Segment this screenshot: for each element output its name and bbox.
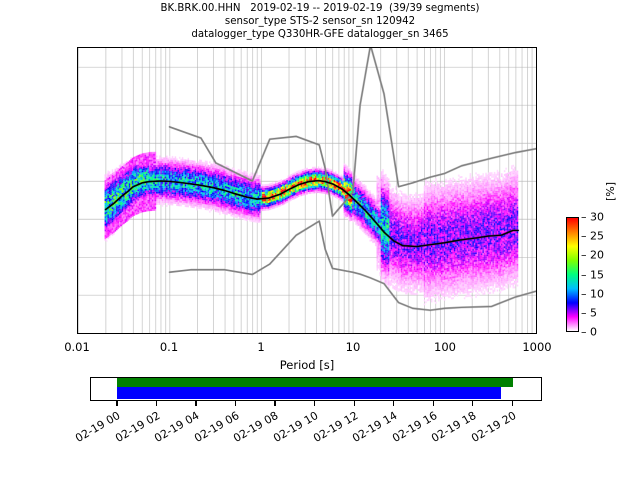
coverage-tick-mark <box>155 401 158 406</box>
x-tick-100: 100 <box>434 340 456 354</box>
coverage-tick-mark <box>432 401 434 406</box>
x-tick-1: 1 <box>257 340 265 354</box>
colorbar-tick-25: – 25 <box>581 229 604 243</box>
title-line-datalogger: datalogger_type Q330HR-GFE datalogger_sn… <box>191 29 449 41</box>
title-line-station: BK.BRK.00.HHN 2019-02-19 -- 2019-02-19 (… <box>160 3 480 14</box>
x-tick-10: 10 <box>345 340 361 354</box>
colorbar-tick-30: – 30 <box>581 210 604 224</box>
title-line-sensor: sensor_type STS-2 sensor_sn 120942 <box>224 16 416 28</box>
colorbar-tick-5: – 5 <box>581 306 597 320</box>
coverage-tick-mark <box>274 401 276 406</box>
colorbar <box>566 217 579 332</box>
coverage-bar-segments <box>117 378 513 387</box>
x-tick-1000: 1000 <box>522 340 552 354</box>
x-tick-0.01: 0.01 <box>64 340 90 354</box>
colorbar-tick-0: – 0 <box>581 325 597 339</box>
colorbar-unit-label: [%] <box>604 182 617 202</box>
colorbar-gradient <box>567 218 578 331</box>
colorbar-tick-15: – 15 <box>581 268 604 281</box>
colorbar-tick-10: – 10 <box>581 287 604 301</box>
coverage-tick-mark <box>472 401 474 406</box>
coverage-bar-data <box>117 386 502 400</box>
coverage-tick-mark <box>234 401 237 406</box>
coverage-tick-mark <box>393 401 395 406</box>
x-tick-0.1: 0.1 <box>159 340 179 354</box>
ppsd-plot-axes <box>77 47 537 334</box>
x-axis-label: Period [s] <box>279 358 335 372</box>
coverage-tick-mark <box>195 401 197 406</box>
coverage-tick-mark <box>116 401 118 406</box>
colorbar-tick-20: – 20 <box>581 248 604 262</box>
data-coverage-axes <box>90 377 542 401</box>
coverage-tick-mark <box>511 401 513 406</box>
coverage-tick-mark <box>353 401 355 406</box>
ppsd-histogram-canvas <box>78 48 536 333</box>
coverage-tick-mark <box>313 401 316 406</box>
chart-title: BK.BRK.00.HHN 2019-02-19 -- 2019-02-19 (… <box>0 2 640 42</box>
